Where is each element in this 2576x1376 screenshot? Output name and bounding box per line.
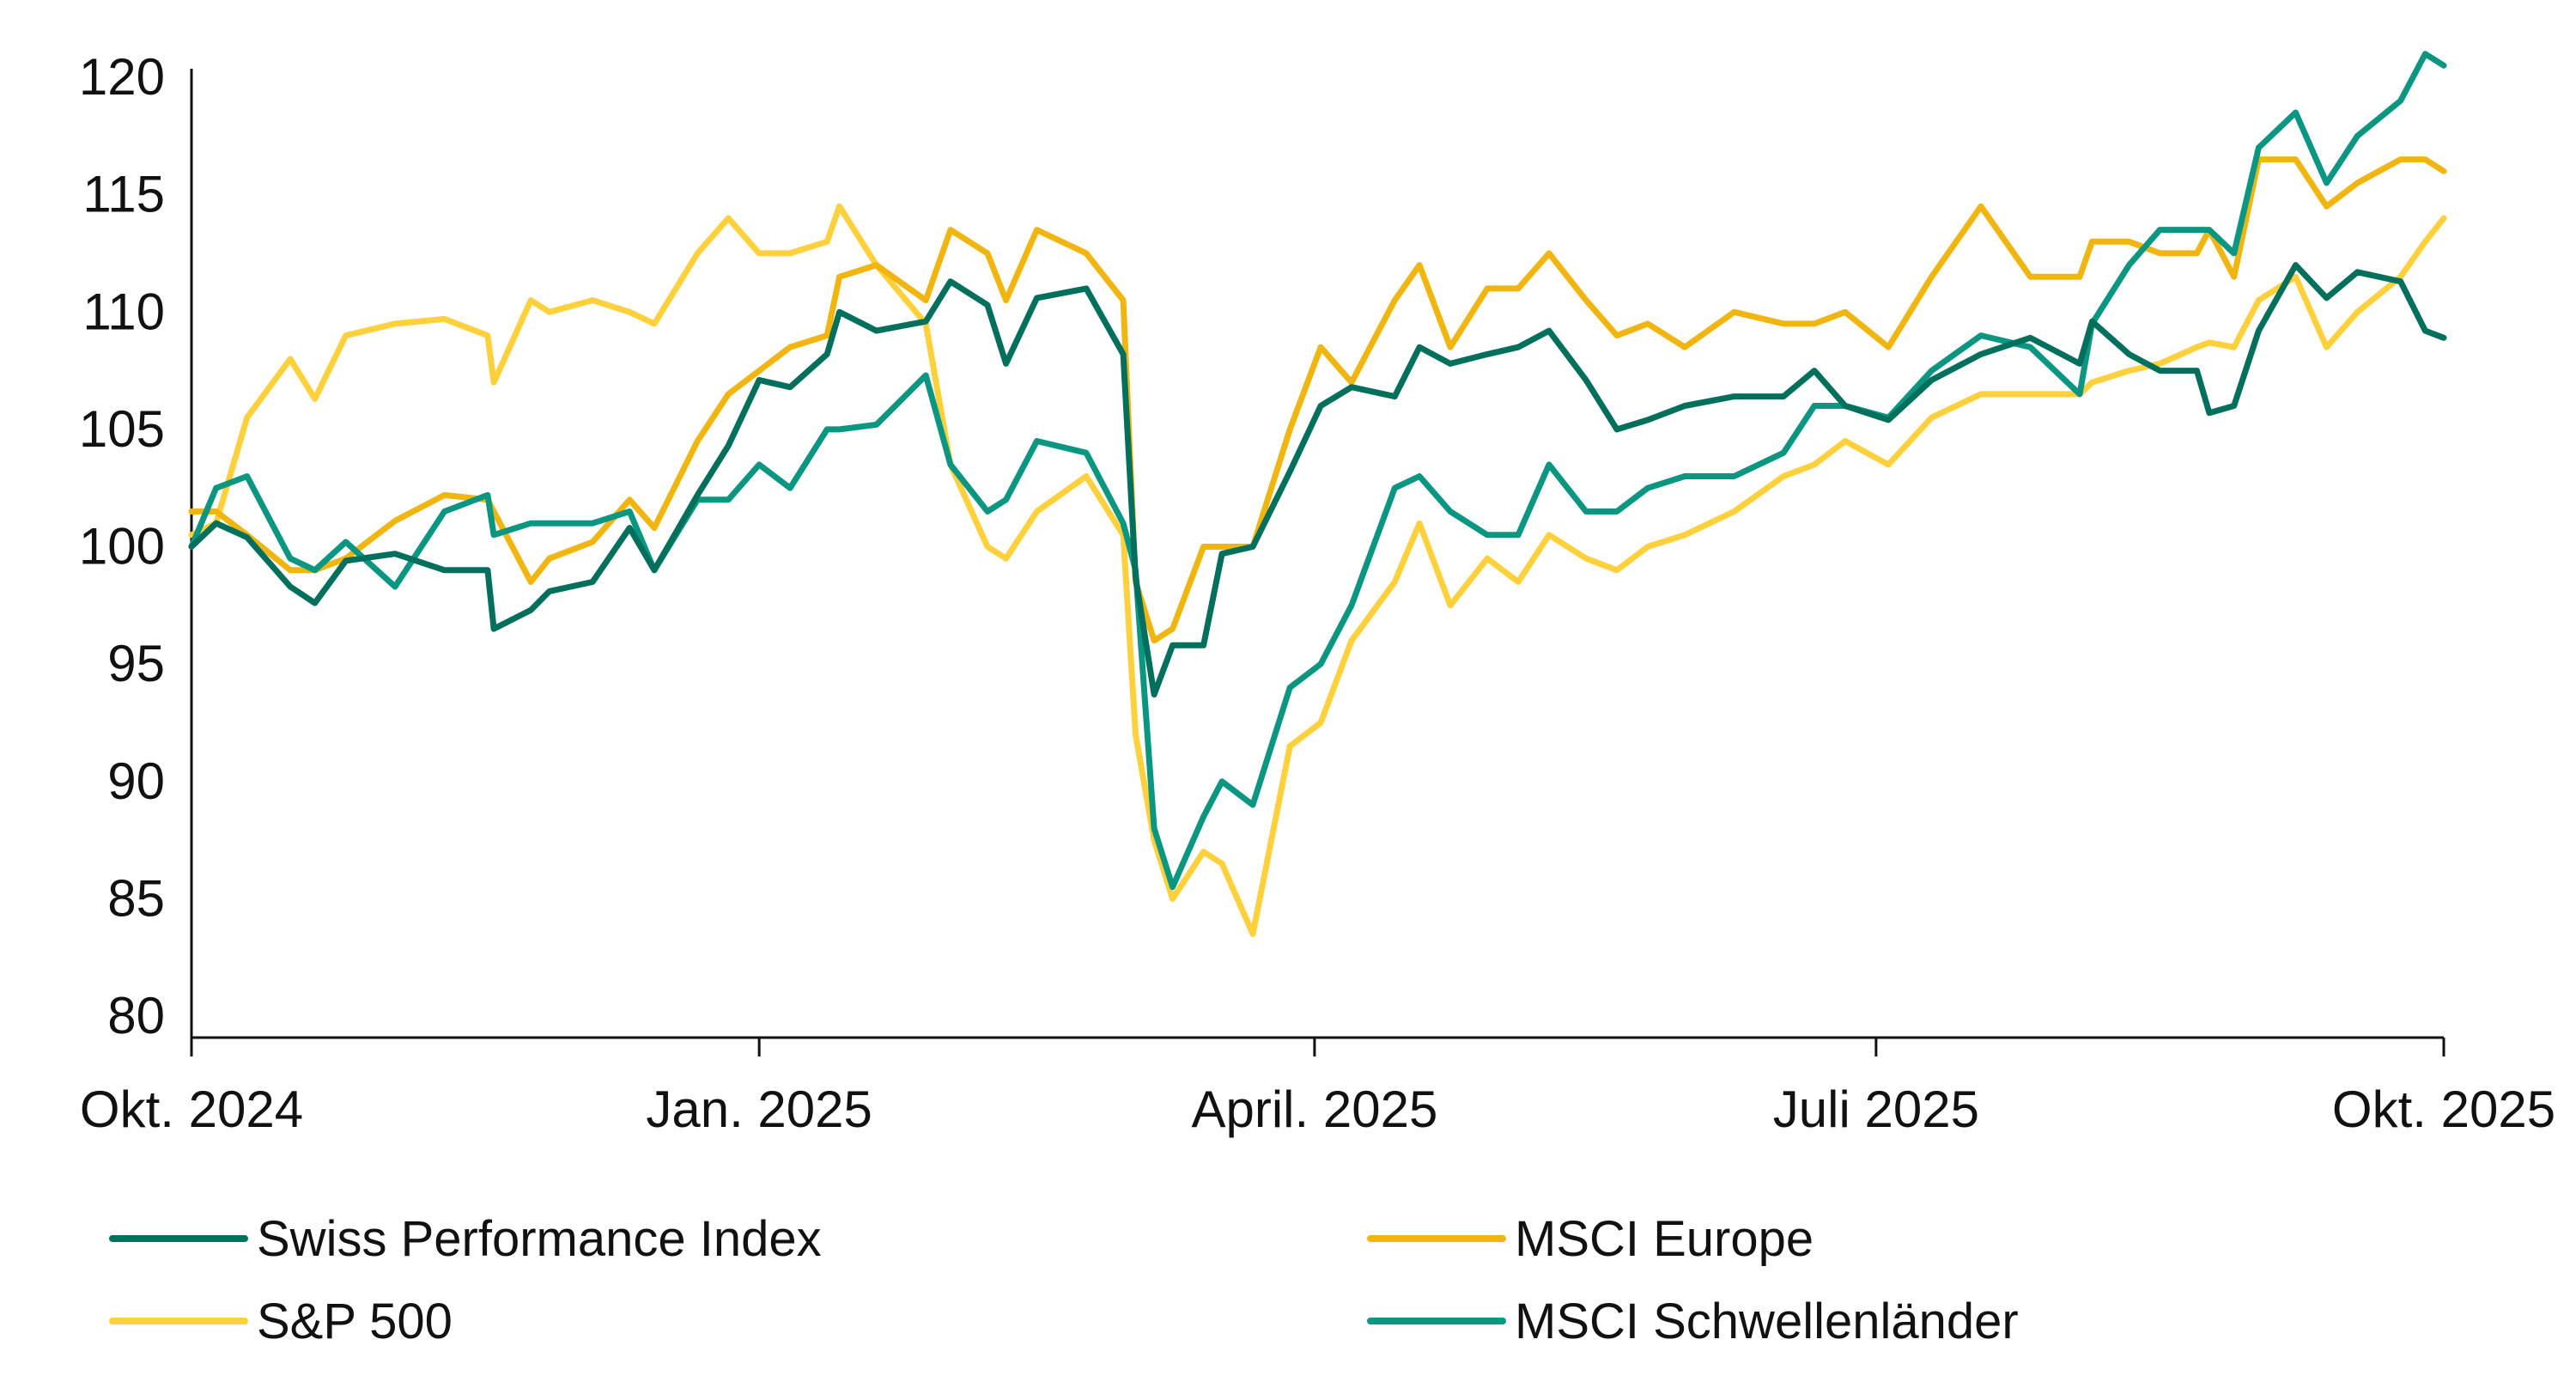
y-tick-label: 85 (107, 869, 165, 927)
series-line-swiss-performance-index (188, 262, 2447, 698)
legend: Swiss Performance Index MSCI Europe S&P 50… (109, 1211, 2019, 1349)
y-tick-label: 100 (79, 518, 165, 575)
y-tick-label: 95 (107, 635, 165, 692)
x-tick-label: April. 2025 (1191, 1081, 1437, 1138)
y-tick-label: 80 (107, 987, 165, 1044)
y-tick-label: 120 (79, 48, 165, 106)
x-tick-label: Jan. 2025 (646, 1081, 872, 1138)
legend-item: Swiss Performance Index (109, 1211, 822, 1267)
series-line-msci-europe (188, 156, 2447, 644)
legend-item: MSCI Schwellenländer (1367, 1294, 2019, 1349)
y-tick-label: 105 (79, 400, 165, 458)
y-tick-label: 115 (82, 166, 165, 223)
x-tick-label: Juli 2025 (1773, 1081, 1979, 1138)
y-tick-label: 110 (82, 283, 165, 340)
y-axis: 80 85 90 95 100 105 110 115 120 (79, 48, 193, 1044)
x-tick-label: Okt. 2024 (80, 1081, 303, 1138)
legend-label: MSCI Europe (1515, 1211, 1814, 1267)
series-line-msci-schwellenl-nder (188, 51, 2447, 891)
legend-item: S&P 500 (109, 1294, 453, 1349)
legend-label: S&P 500 (257, 1294, 453, 1349)
series-line-s-p-500 (188, 203, 2447, 937)
x-tick-label: Okt. 2025 (2332, 1081, 2555, 1138)
y-tick-label: 90 (107, 752, 165, 810)
legend-label: MSCI Schwellenländer (1515, 1294, 2019, 1349)
legend-label: Swiss Performance Index (257, 1211, 822, 1267)
x-axis: Okt. 2024 Jan. 2025 April. 2025 Juli 2025 Ok… (80, 1036, 2555, 1138)
legend-item: MSCI Europe (1367, 1211, 1814, 1267)
series-lines (188, 51, 2447, 937)
